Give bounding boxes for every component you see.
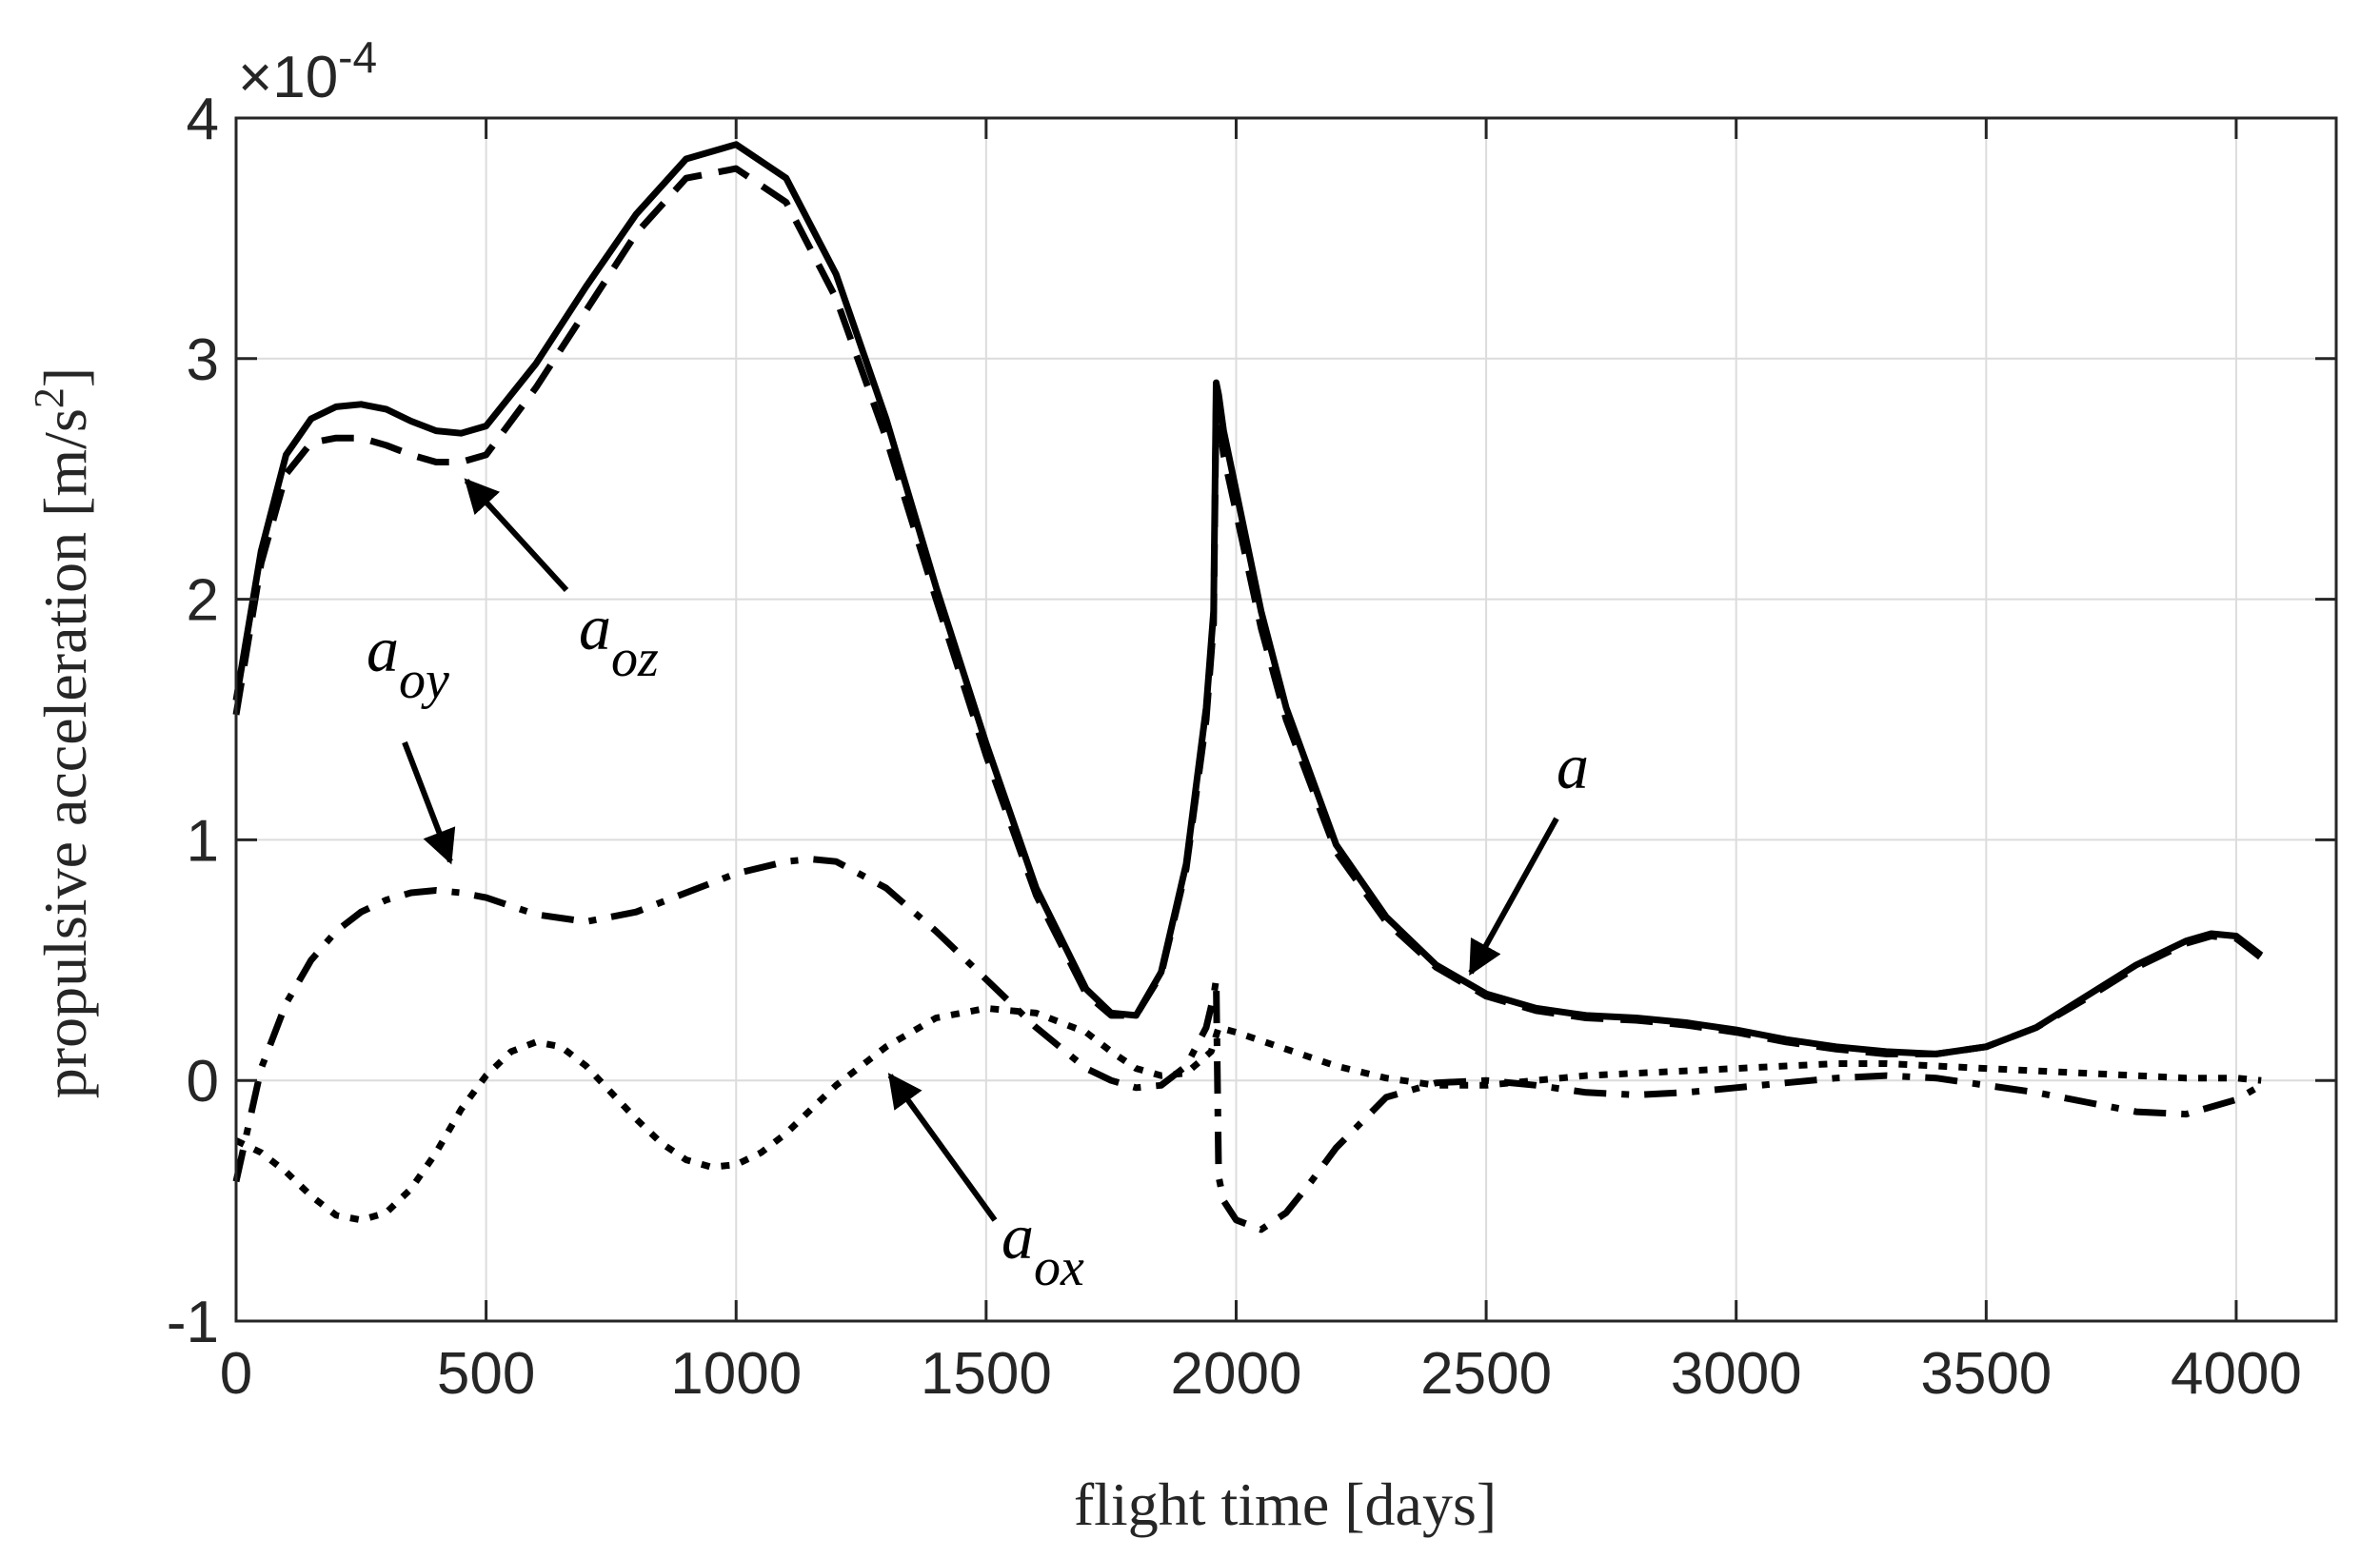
arrow-aoz: [464, 478, 569, 593]
y-tick-label: -1: [167, 1290, 219, 1355]
annotation-a-base: a: [1557, 730, 1589, 802]
x-axis-label: flight time [days]: [1074, 1470, 1497, 1538]
annotation-aoz-base: a: [579, 591, 611, 663]
y-tick-label: 1: [187, 808, 219, 874]
plot-series: [232, 141, 2264, 1233]
annotation-aoz: aoz: [579, 591, 659, 688]
x-tick-label: 4000: [2171, 1341, 2302, 1407]
annotation-a: a: [1557, 730, 1589, 802]
series-line-dotted: [234, 1004, 2262, 1224]
arrow-aox: [887, 1073, 998, 1222]
y-tick-label: 2: [187, 568, 219, 634]
annotation-aox-sub: ox: [1034, 1238, 1084, 1297]
x-tick-label: 3000: [1671, 1341, 1802, 1407]
y-tick-label: 0: [187, 1049, 219, 1115]
annotation-aox-base: a: [1002, 1200, 1034, 1273]
annotation-aoz-sub: oz: [611, 629, 659, 688]
x-tick-label: 500: [437, 1341, 535, 1407]
y-tick-label: 4: [187, 87, 219, 152]
plot-frame: [234, 116, 2338, 1323]
y-axis-label: propulsive acceleration [m/s2]: [26, 367, 99, 1098]
y-axis-label-sup: 2: [26, 387, 72, 408]
x-tick-label: 2000: [1171, 1341, 1302, 1407]
series-line-dashed: [232, 165, 2264, 1057]
annotation-aoy: aoy: [367, 613, 449, 710]
x-tick-label: 3500: [1920, 1341, 2052, 1407]
annotation-aoy-base: a: [367, 613, 399, 685]
y-axis-label-main: propulsive acceleration [m/s: [31, 408, 99, 1098]
x-tick-label: 2500: [1420, 1341, 1552, 1407]
x-tick-label: 0: [220, 1341, 252, 1407]
y-multiplier-exponent: -4: [338, 32, 377, 82]
annotation-arrows: [402, 478, 1559, 1222]
y-tick-label: 3: [187, 327, 219, 393]
y-multiplier-base: ×10: [238, 45, 338, 110]
series-line-dashdot: [232, 856, 2263, 1233]
y-multiplier: ×10-4: [238, 32, 377, 110]
arrow-aoy: [402, 740, 456, 865]
annotation-aoy-sub: oy: [399, 651, 449, 710]
y-axis-label-end: ]: [31, 367, 99, 387]
annotation-aox: aox: [1002, 1200, 1084, 1297]
x-tick-label: 1500: [921, 1341, 1052, 1407]
x-tick-label: 1000: [670, 1341, 802, 1407]
arrow-a: [1468, 817, 1559, 977]
